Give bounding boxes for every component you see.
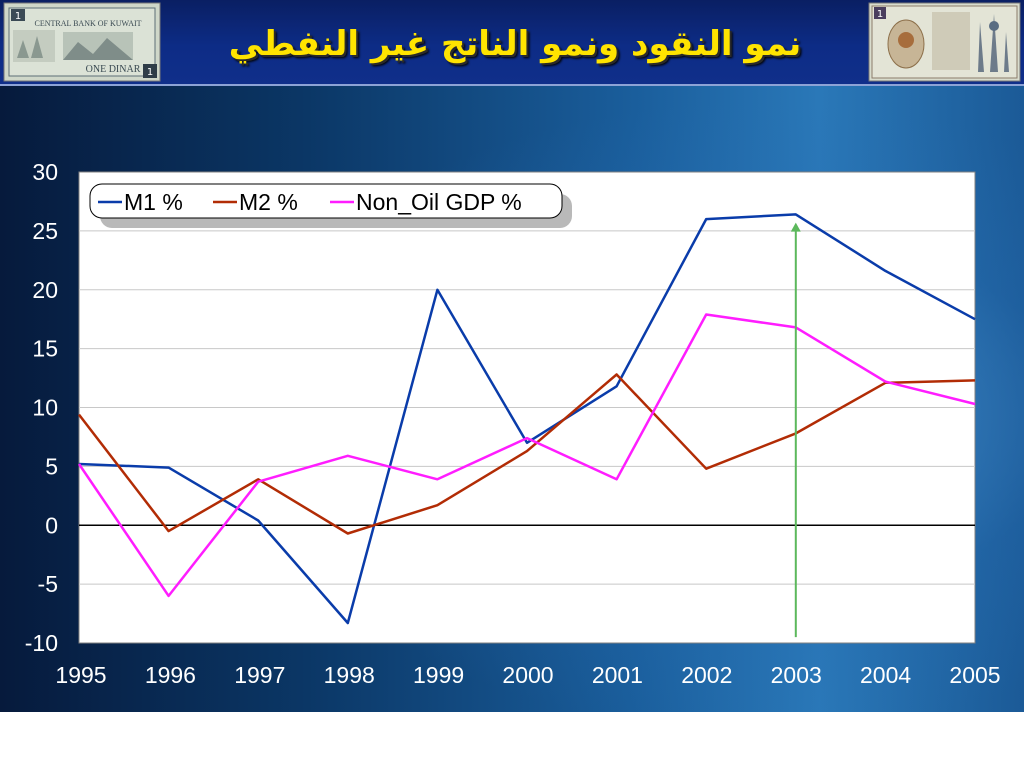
kuwait-dinar-banknote-left: 1 CENTRAL BANK OF KUWAIT ONE DINAR 1	[3, 2, 161, 82]
y-tick-label: 30	[32, 159, 58, 185]
y-tick-label: 0	[45, 512, 58, 538]
x-tick-label: 1997	[234, 662, 285, 688]
legend-box	[89, 183, 563, 219]
slide-title: نمو النقود ونمو الناتج غير النفطي	[228, 24, 802, 64]
slide-header: 1 CENTRAL BANK OF KUWAIT ONE DINAR 1 نمو…	[0, 0, 1024, 84]
y-tick-label: -5	[38, 571, 58, 597]
y-tick-label: 25	[32, 218, 58, 244]
y-tick-label: 10	[32, 395, 58, 421]
x-tick-label: 2003	[771, 662, 822, 688]
series-line-non-oil-gdp	[77, 313, 976, 598]
banknote-left-denomination: 1	[15, 11, 21, 22]
y-tick-label: 20	[32, 277, 58, 303]
slide-footer	[0, 712, 1024, 768]
x-tick-label: 1998	[324, 662, 375, 688]
legend-label: M1 %	[124, 189, 183, 215]
plot-area-group: 30 25 20 15 10 5 0 -5 -10 1995 1996 1997 1998 1999 200…	[25, 159, 1001, 688]
legend-label: M2 %	[239, 189, 298, 215]
x-tick-label: 1999	[413, 662, 464, 688]
x-tick-label: 1995	[55, 662, 106, 688]
x-tick-label: 2002	[681, 662, 732, 688]
x-tick-label: 2001	[592, 662, 643, 688]
x-tick-label: 2000	[502, 662, 553, 688]
kuwait-dinar-banknote-right: 1	[868, 2, 1021, 82]
banknote-left-denomination-corner: 1	[147, 67, 153, 78]
y-tick-label: -10	[25, 630, 58, 656]
annotation-arrow-head	[790, 222, 801, 232]
legend-label: Non_Oil GDP %	[356, 189, 522, 215]
header-divider	[0, 84, 1024, 86]
banknote-right-denomination: 1	[877, 9, 883, 20]
banknote-left-currency: ONE DINAR	[86, 64, 141, 75]
y-tick-label: 15	[32, 336, 58, 362]
series-line-m2	[78, 373, 976, 535]
x-tick-label: 2004	[860, 662, 911, 688]
series-line-m1	[78, 213, 976, 625]
banknote-left-bank-name: CENTRAL BANK OF KUWAIT	[34, 19, 141, 28]
y-tick-label: 5	[45, 453, 58, 479]
x-tick-label: 1996	[145, 662, 196, 688]
x-tick-label: 2005	[949, 662, 1000, 688]
